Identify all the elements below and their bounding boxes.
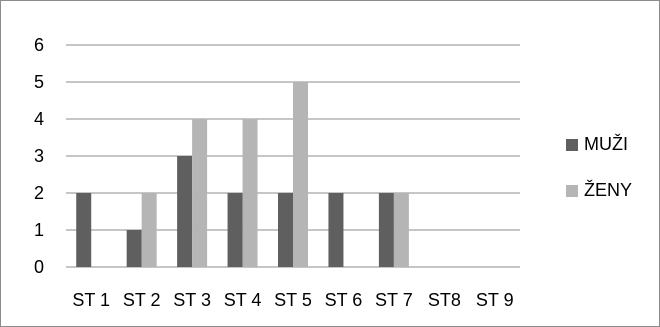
bar-muzi — [227, 193, 243, 267]
x-tick-label: ST 7 — [375, 290, 413, 310]
x-tick-label: ST 4 — [224, 290, 262, 310]
legend-label: MUŽI — [584, 134, 628, 154]
bar-muzi — [177, 156, 193, 267]
x-tick-label: ST 2 — [123, 290, 161, 310]
bar-zeny — [141, 193, 157, 267]
bar-muzi — [126, 230, 142, 267]
x-tick-label: ST 3 — [173, 290, 211, 310]
bar-zeny — [192, 119, 208, 267]
y-tick-label: 5 — [34, 72, 44, 92]
y-tick-label: 3 — [34, 146, 44, 166]
bar-muzi — [378, 193, 394, 267]
y-tick-label: 1 — [34, 220, 44, 240]
legend-swatch — [566, 185, 578, 197]
bar-muzi — [278, 193, 293, 267]
legend-swatch — [566, 139, 578, 151]
y-tick-label: 0 — [34, 257, 44, 277]
x-tick-label: ST 5 — [274, 290, 312, 310]
x-tick-label: ST 6 — [325, 290, 363, 310]
bar-zeny — [293, 82, 308, 267]
y-tick-label: 2 — [34, 183, 44, 203]
x-tick-label: ST 9 — [476, 290, 514, 310]
legend-label: ŽENY — [584, 180, 632, 200]
x-tick-label: ST8 — [428, 290, 461, 310]
bar-zeny — [242, 119, 258, 267]
bar-muzi — [76, 193, 92, 267]
y-tick-label: 4 — [34, 109, 44, 129]
bar-muzi — [328, 193, 344, 267]
x-tick-label: ST 1 — [72, 290, 110, 310]
bar-zeny — [393, 193, 409, 267]
y-tick-label: 6 — [34, 35, 44, 55]
